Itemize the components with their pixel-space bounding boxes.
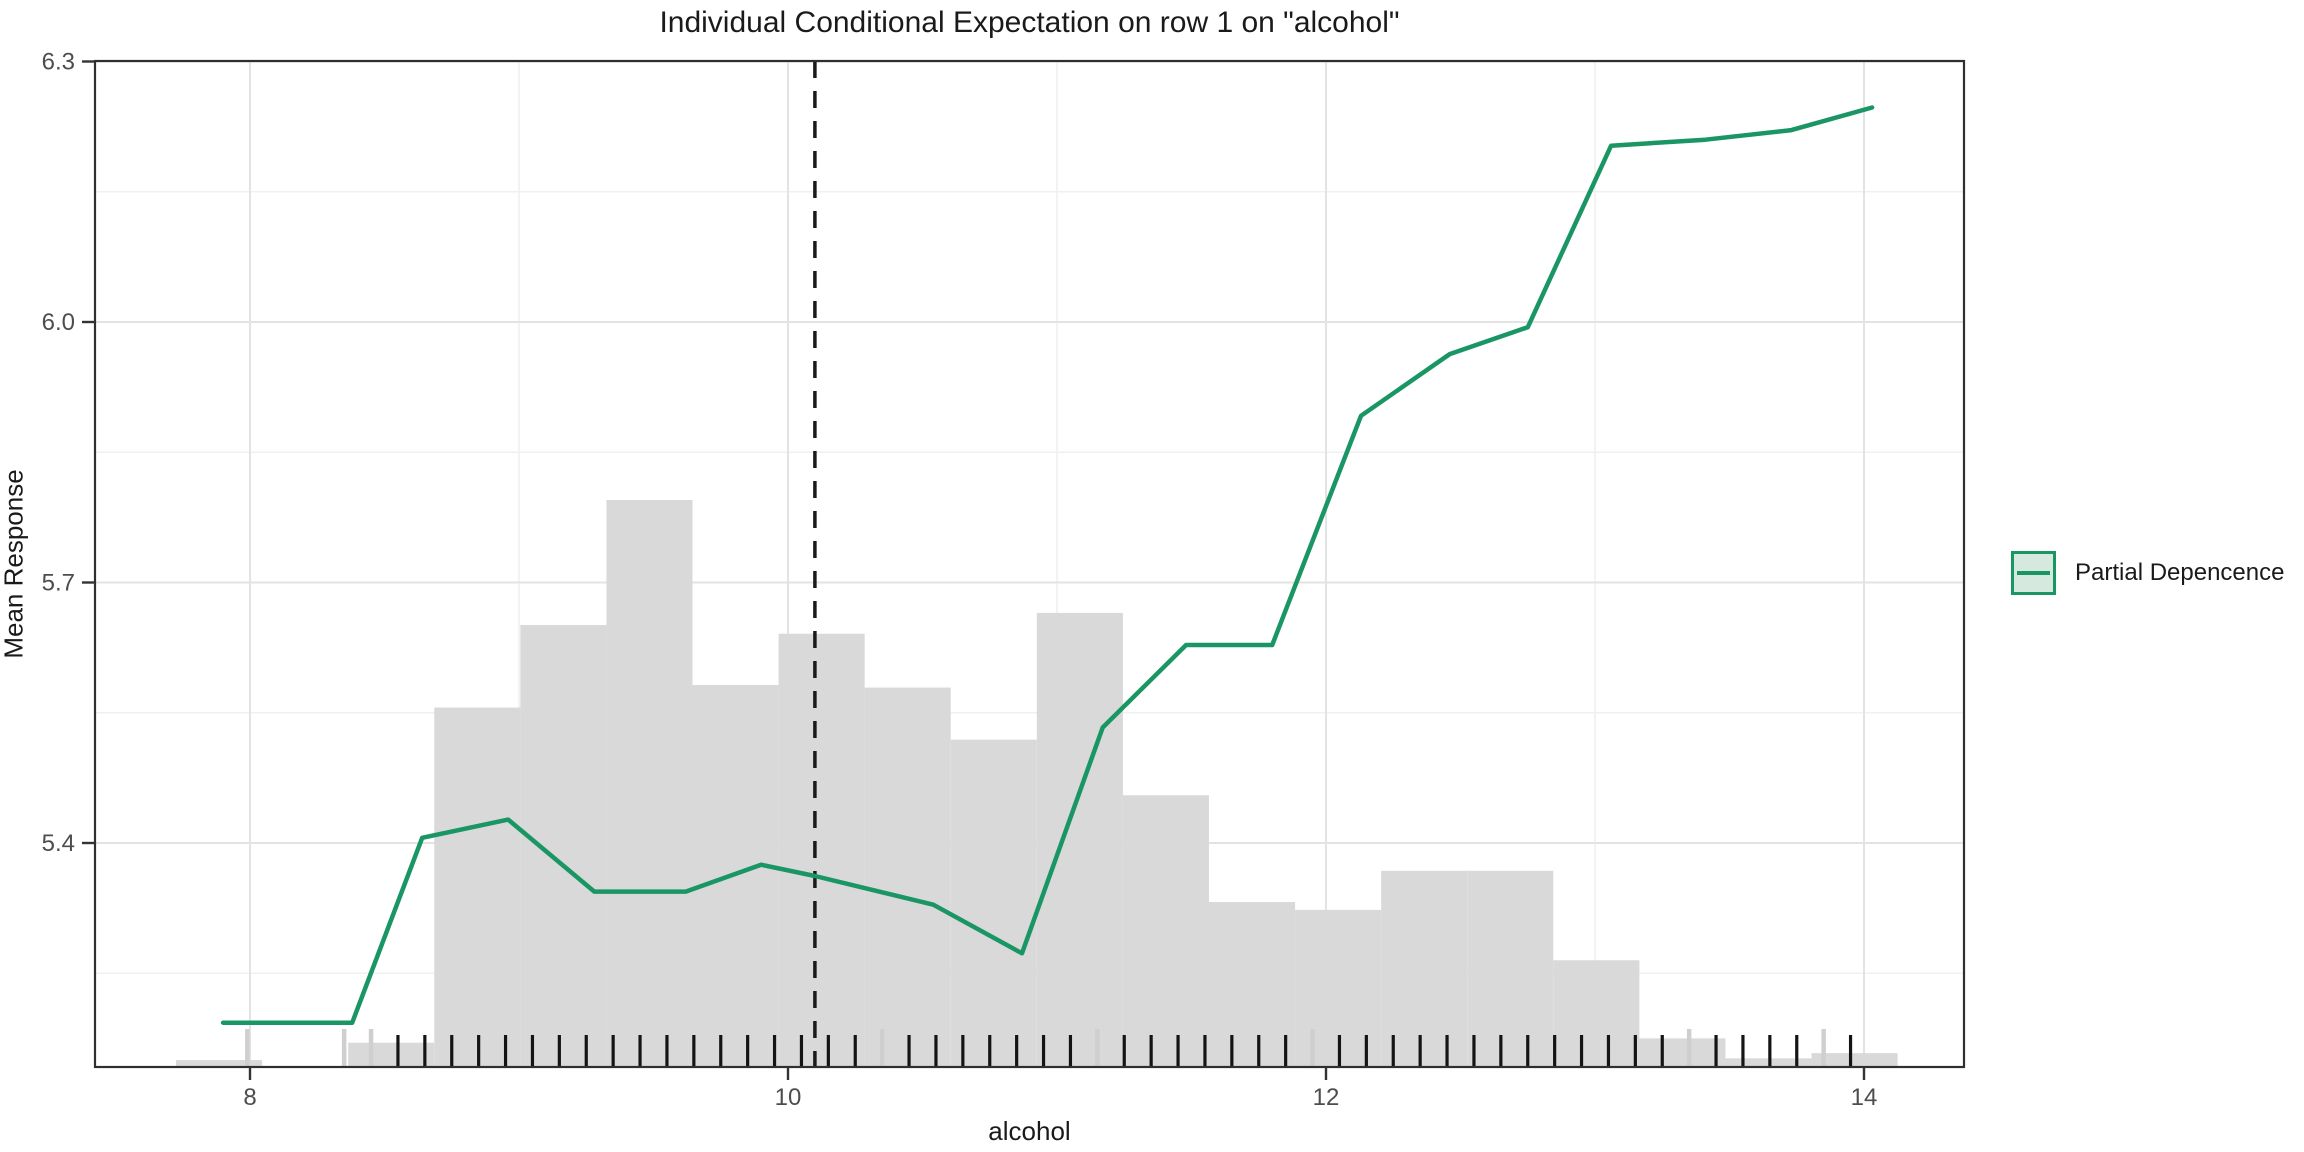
axes: 8 10 12 14 5.4 5.7 6.0 6.3	[42, 49, 1878, 1111]
histogram-bar	[1036, 612, 1123, 1068]
x-axis-title: alcohol	[988, 1116, 1071, 1146]
x-tick-label: 10	[775, 1084, 802, 1111]
legend-label: Partial Depencence	[2075, 559, 2285, 586]
x-tick-label: 8	[243, 1084, 256, 1111]
legend: Partial Depencence	[2011, 551, 2284, 595]
y-tick-label: 5.7	[42, 570, 75, 597]
histogram-bar	[778, 633, 865, 1068]
histogram-bar	[950, 739, 1037, 1068]
histogram-bar	[1811, 1053, 1898, 1068]
rug-marks	[245, 1029, 1853, 1066]
histogram-bar	[606, 500, 693, 1068]
chart-title: Individual Conditional Expectation on ro…	[659, 6, 1400, 39]
legend-key-line-icon	[2017, 571, 2050, 575]
histogram-bar	[348, 1042, 435, 1068]
histogram-bar	[1208, 902, 1296, 1068]
histogram-bar	[434, 707, 521, 1068]
y-tick-label: 5.4	[42, 830, 75, 857]
histogram-bar	[1381, 870, 1468, 1068]
histogram-bars	[176, 500, 1898, 1068]
y-tick-label: 6.3	[42, 49, 75, 76]
histogram-bar	[1467, 870, 1554, 1068]
histogram-bar	[176, 1060, 263, 1068]
y-tick-label: 6.0	[42, 309, 75, 336]
histogram-bar	[1553, 960, 1640, 1068]
legend-key-swatch	[2011, 551, 2056, 595]
histogram-bar	[1122, 795, 1209, 1068]
x-tick-label: 12	[1313, 1084, 1340, 1111]
panel-border	[93, 59, 1966, 1069]
histogram-bar	[520, 625, 607, 1068]
histogram-bar	[1639, 1038, 1726, 1068]
histogram-bar	[864, 687, 951, 1068]
y-axis-title: Mean Response	[0, 469, 29, 659]
partial-dependence-line	[220, 105, 1875, 1025]
x-tick-label: 14	[1851, 1084, 1878, 1111]
